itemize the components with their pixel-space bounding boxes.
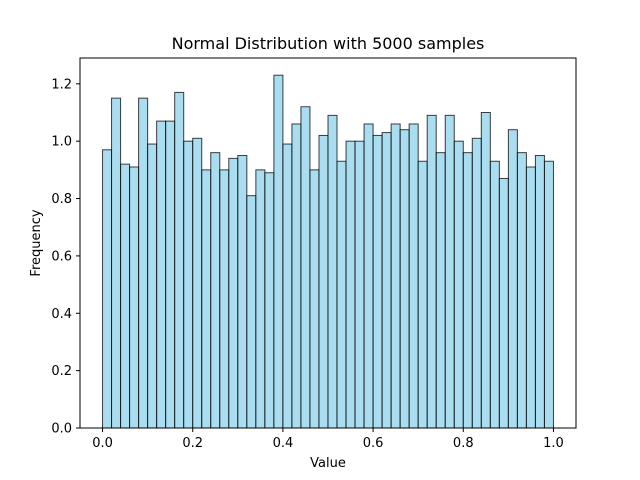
histogram-bar bbox=[354, 140, 365, 429]
histogram-bar bbox=[246, 195, 257, 429]
histogram-bar bbox=[453, 140, 464, 429]
y-tick-label: 0.6 bbox=[51, 249, 72, 264]
y-ticks-group: 0.0 0.2 0.4 0.6 0.8 1.0 1.2 bbox=[51, 77, 80, 437]
histogram-bar bbox=[507, 129, 518, 429]
histogram-bar bbox=[201, 169, 212, 429]
histogram-bar bbox=[228, 157, 239, 429]
histogram-bar bbox=[264, 172, 275, 429]
histogram-bar bbox=[165, 120, 176, 429]
histogram-bar bbox=[381, 132, 392, 429]
histogram-bar bbox=[309, 169, 320, 429]
bars-group bbox=[102, 74, 554, 429]
histogram-bar bbox=[516, 152, 527, 429]
histogram-bar bbox=[291, 123, 302, 429]
histogram-bar bbox=[534, 155, 545, 429]
histogram-bar bbox=[498, 177, 509, 429]
histogram-bar bbox=[345, 140, 356, 429]
histogram-bar bbox=[525, 166, 536, 429]
histogram-bar bbox=[282, 143, 293, 429]
histogram-bar bbox=[219, 169, 230, 429]
y-tick-label: 0.8 bbox=[51, 192, 72, 207]
histogram-bar bbox=[489, 160, 500, 429]
x-axis-label: Value bbox=[310, 456, 346, 471]
histogram-bar bbox=[543, 160, 554, 429]
histogram-bar bbox=[399, 129, 410, 429]
histogram-bar bbox=[156, 120, 167, 429]
histogram-bar bbox=[336, 160, 347, 429]
x-tick-label: 0.4 bbox=[273, 436, 294, 451]
histogram-bar bbox=[480, 111, 491, 429]
histogram-bar bbox=[435, 152, 446, 429]
plot-frame bbox=[79, 57, 577, 429]
y-tick-label: 1.0 bbox=[51, 135, 72, 150]
histogram-bar bbox=[138, 97, 149, 429]
histogram-bar bbox=[390, 123, 401, 429]
histogram-bar bbox=[327, 114, 338, 429]
histogram-bar bbox=[444, 114, 455, 429]
histogram-bar bbox=[111, 97, 122, 429]
histogram-bar bbox=[417, 160, 428, 429]
histogram-bar bbox=[462, 152, 473, 429]
histogram-bar bbox=[192, 137, 203, 429]
x-tick-label: 0.8 bbox=[453, 436, 474, 451]
x-tick-label: 1.0 bbox=[543, 436, 564, 451]
histogram-bar bbox=[174, 91, 185, 429]
x-tick-label: 0.2 bbox=[182, 436, 203, 451]
histogram-bar bbox=[372, 134, 383, 429]
x-ticks-group: 0.0 0.2 0.4 0.6 0.8 1.0 bbox=[92, 428, 564, 451]
histogram-bar bbox=[426, 114, 437, 429]
histogram-bar bbox=[237, 155, 248, 429]
histogram-bar bbox=[129, 166, 140, 429]
y-tick-label: 0.0 bbox=[51, 422, 72, 437]
histogram-bar bbox=[120, 163, 131, 429]
histogram-bar bbox=[183, 140, 194, 429]
histogram-bar bbox=[273, 74, 284, 429]
histogram-bar bbox=[363, 123, 374, 429]
histogram-bar bbox=[255, 169, 266, 429]
x-tick-label: 0.6 bbox=[363, 436, 384, 451]
y-axis-label: Frequency bbox=[29, 209, 44, 276]
y-tick-label: 0.4 bbox=[51, 307, 72, 322]
histogram-bar bbox=[102, 149, 113, 429]
chart-title: Normal Distribution with 5000 samples bbox=[172, 34, 485, 53]
histogram-bar bbox=[210, 152, 221, 429]
histogram-bar bbox=[318, 134, 329, 429]
histogram-bar bbox=[408, 123, 419, 429]
histogram-bar bbox=[471, 137, 482, 429]
histogram-bar bbox=[147, 143, 158, 429]
histogram-bar bbox=[300, 106, 311, 429]
x-tick-label: 0.0 bbox=[92, 436, 113, 451]
y-tick-label: 1.2 bbox=[51, 77, 72, 92]
y-tick-label: 0.2 bbox=[51, 364, 72, 379]
